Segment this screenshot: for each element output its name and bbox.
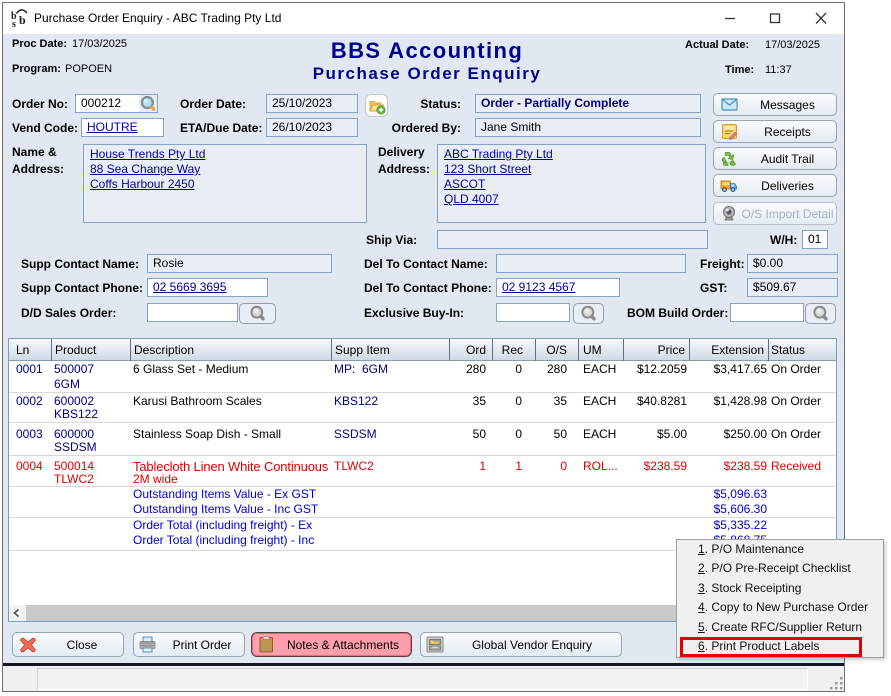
svg-text:s: s [12, 19, 16, 28]
svg-text:b: b [11, 11, 17, 22]
svg-text:b: b [19, 13, 26, 27]
